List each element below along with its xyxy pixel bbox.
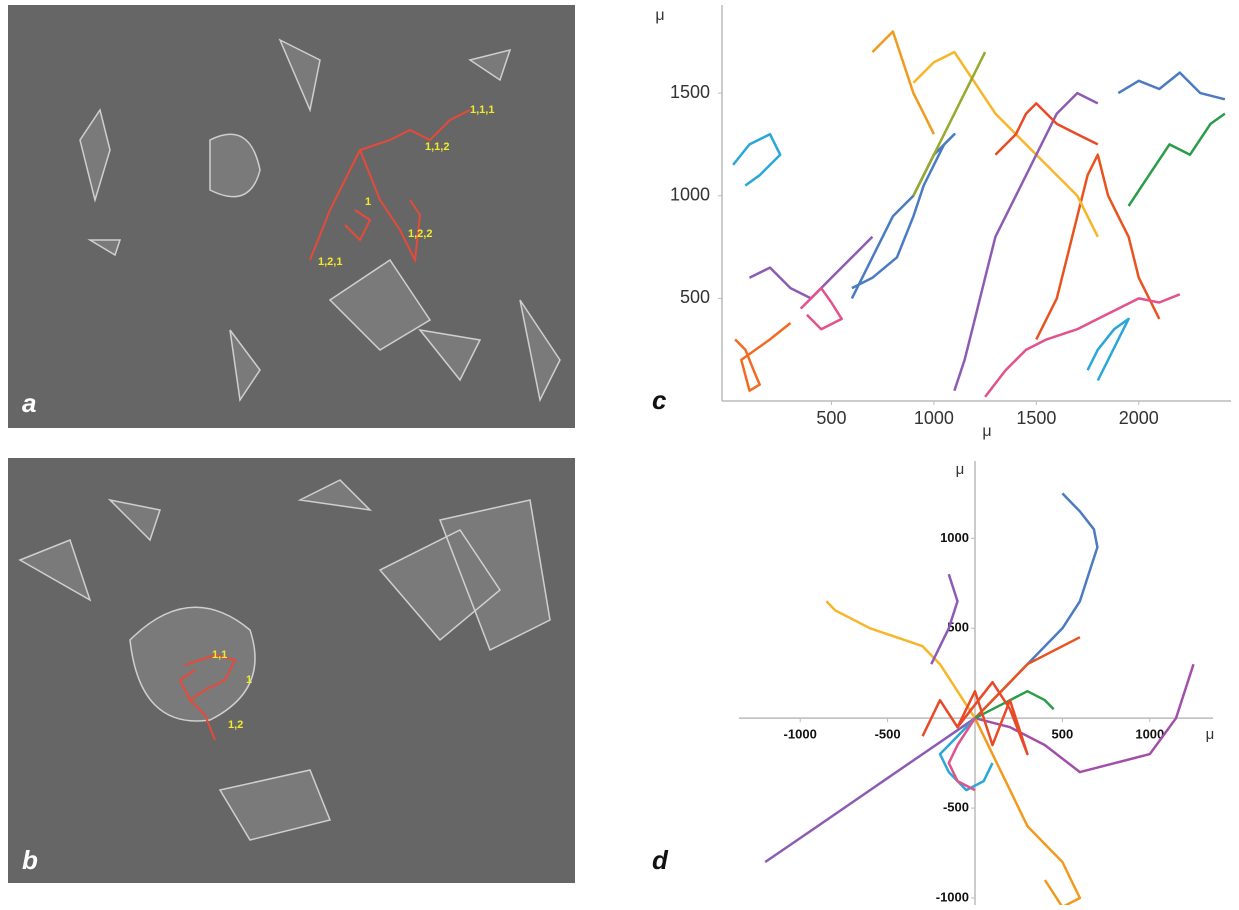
trajectory — [940, 718, 993, 790]
figure: a b 1,1,1 1,1,2 1 1,2,2 1,2,1 1,1 1 1,2 500 1000 1… — [0, 0, 1239, 905]
track-label: 1,2,2 — [408, 228, 432, 240]
trajectory — [954, 93, 1097, 391]
track-label: 1,1 — [212, 649, 227, 661]
panel-letter: d — [652, 845, 669, 875]
panel-letter: a — [22, 388, 36, 418]
trajectory — [1118, 73, 1225, 100]
trajectory — [733, 134, 780, 185]
trajectory — [852, 134, 955, 298]
track-label: 1,1,2 — [425, 141, 449, 153]
panel-letter: b — [22, 845, 38, 875]
x-tick-label: 500 — [816, 408, 846, 428]
chart: 500 1000 1500 2000 500 1000 1500 μ μ c — [652, 5, 1231, 440]
panel-letter: c — [652, 385, 667, 415]
trajectory — [801, 288, 842, 329]
trajectory — [872, 32, 934, 135]
x-tick-label: 1500 — [1016, 408, 1056, 428]
x-tick-label: -500 — [875, 727, 901, 742]
panel-b-image: b — [8, 458, 575, 883]
x-tick-label: -1000 — [784, 727, 817, 742]
x-tick-label: 2000 — [1119, 408, 1159, 428]
trajectory — [975, 637, 1080, 718]
x-axis-title: μ — [982, 423, 991, 440]
y-tick-label: -1000 — [936, 889, 969, 904]
y-tick-label: 500 — [680, 287, 710, 307]
trajectory — [1129, 114, 1225, 206]
track-label: 1,1,1 — [470, 104, 494, 116]
track-label: 1,2,1 — [318, 256, 342, 268]
trajectory — [975, 718, 1080, 905]
x-axis-title: μ — [1206, 726, 1215, 743]
trajectory — [1088, 319, 1129, 381]
track-label: 1 — [365, 196, 371, 208]
y-axis-title: μ — [655, 7, 664, 24]
track-label: 1 — [246, 674, 252, 686]
x-tick-label: 1000 — [914, 408, 954, 428]
trajectory — [735, 323, 790, 391]
y-tick-label: 1000 — [940, 530, 969, 545]
y-axis-title: μ — [956, 461, 965, 478]
trajectory — [949, 718, 975, 790]
trajectory — [1036, 155, 1159, 340]
track-label: 1,2 — [228, 719, 243, 731]
x-tick-label: 500 — [1052, 727, 1074, 742]
panel-a-image: a — [8, 5, 575, 428]
trajectory — [985, 294, 1180, 397]
y-tick-label: 1000 — [670, 184, 710, 204]
y-tick-label: -500 — [943, 800, 969, 815]
trajectory — [750, 237, 873, 299]
y-tick-label: 1500 — [670, 82, 710, 102]
